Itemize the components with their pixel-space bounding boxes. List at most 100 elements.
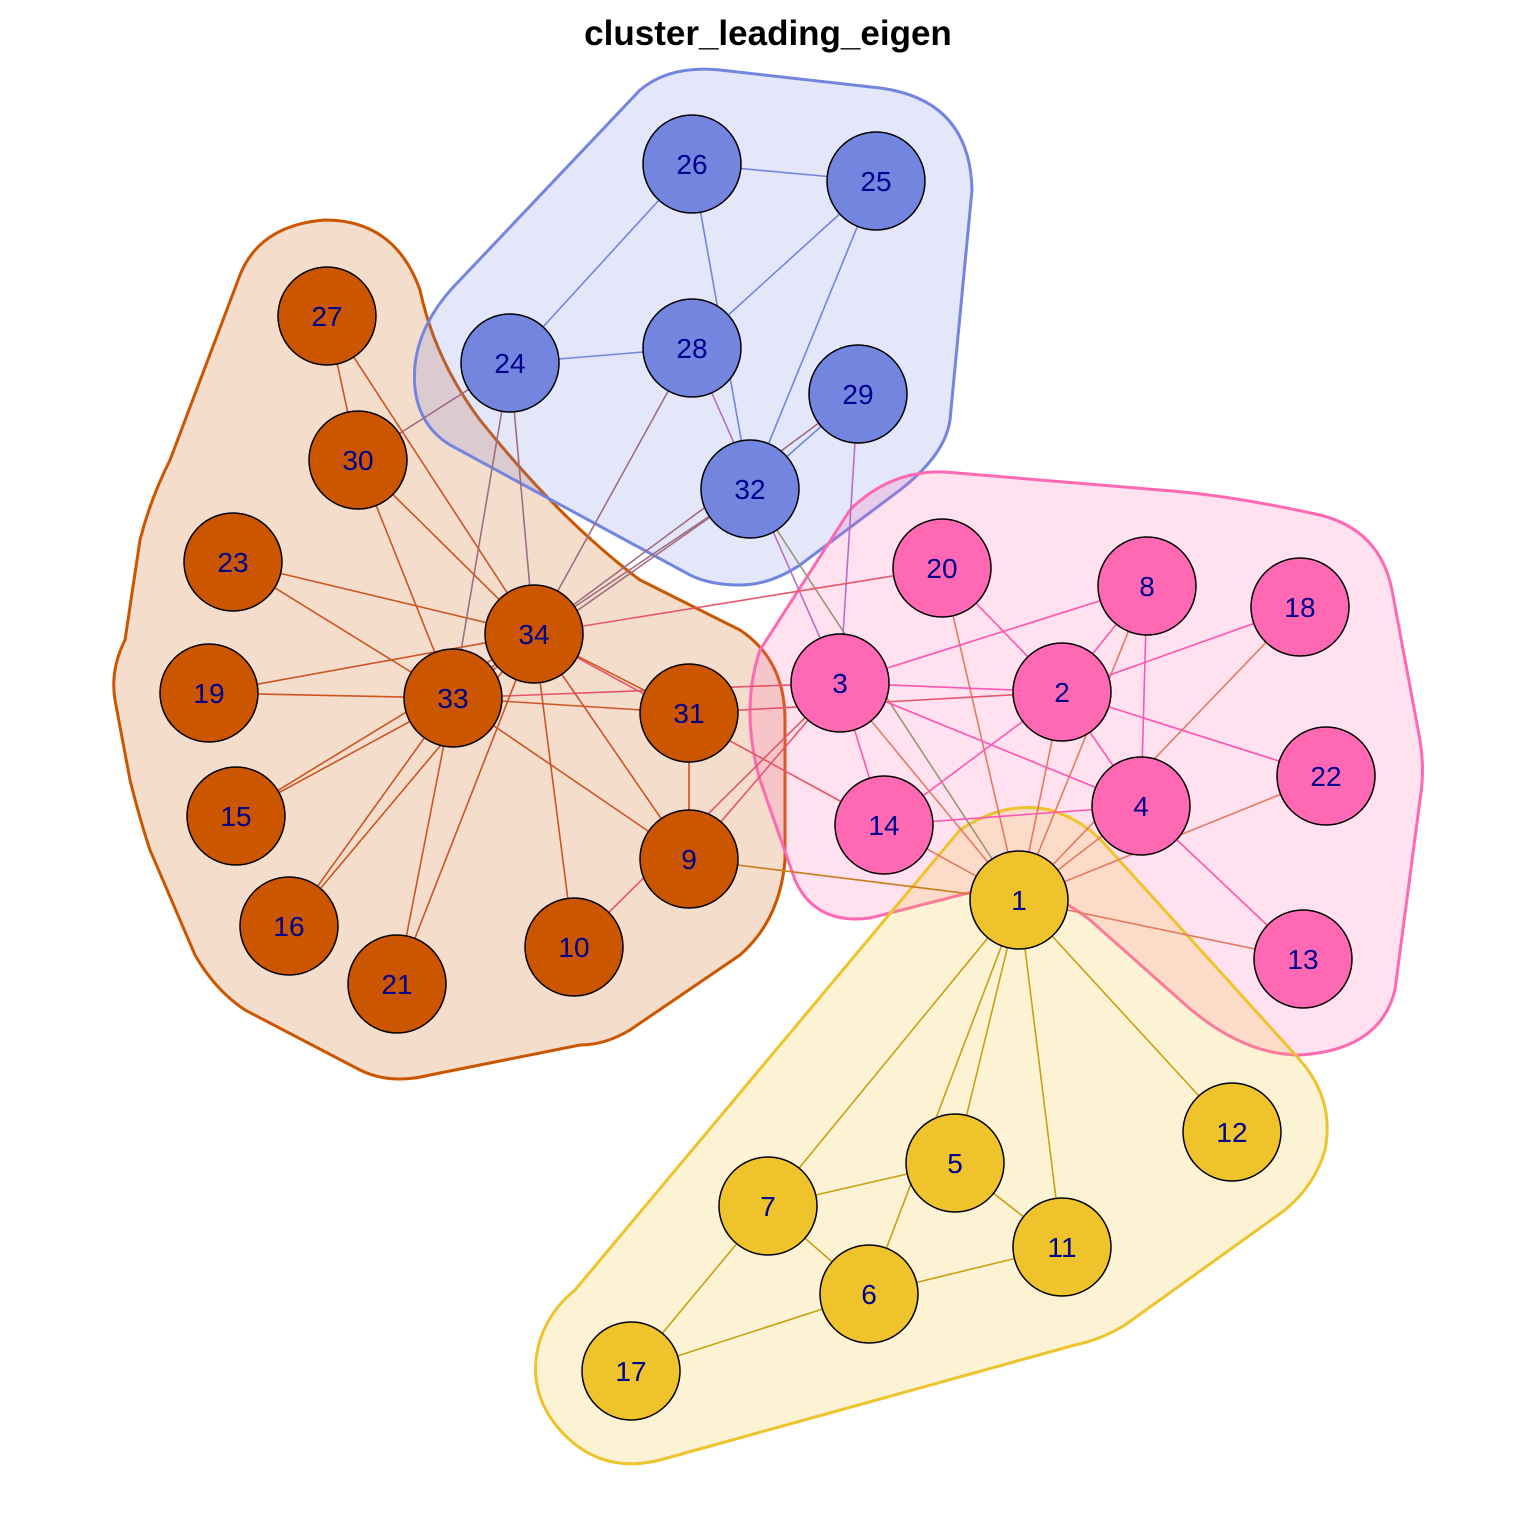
node-circle <box>969 850 1069 950</box>
node-circle <box>892 518 992 618</box>
edge-3-4 <box>839 682 1142 807</box>
node-circle <box>581 1321 681 1421</box>
node-circle <box>819 1244 919 1344</box>
node-21: 21 <box>347 934 447 1034</box>
node-18: 18 <box>1250 557 1350 657</box>
edge-1-11 <box>1018 899 1063 1248</box>
node-5: 5 <box>905 1113 1005 1213</box>
node-label: 4 <box>1133 791 1149 822</box>
edge-1-12 <box>1018 899 1233 1133</box>
node-label: 34 <box>518 619 549 650</box>
node-circle <box>639 663 739 763</box>
node-9: 9 <box>639 809 739 909</box>
edge-24-33 <box>452 362 511 699</box>
node-circle <box>159 643 259 743</box>
node-label: 13 <box>1287 944 1318 975</box>
node-label: 27 <box>311 301 342 332</box>
node-label: 23 <box>217 547 248 578</box>
node-circle <box>718 1156 818 1256</box>
node-2: 2 <box>1012 642 1112 742</box>
node-circle <box>1012 1197 1112 1297</box>
node-circle <box>639 809 739 909</box>
node-label: 33 <box>437 683 468 714</box>
node-label: 29 <box>842 379 873 410</box>
node-11: 11 <box>1012 1197 1112 1297</box>
node-label: 11 <box>1047 1232 1076 1263</box>
node-label: 30 <box>342 445 373 476</box>
node-label: 32 <box>734 474 765 505</box>
edge-10-34 <box>533 633 575 948</box>
edge-1-6 <box>868 899 1020 1295</box>
node-32: 32 <box>700 439 800 539</box>
edge-28-34 <box>533 347 693 635</box>
node-label: 5 <box>947 1148 963 1179</box>
node-3: 3 <box>790 633 890 733</box>
node-label: 2 <box>1054 677 1070 708</box>
node-circle <box>308 410 408 510</box>
edge-19-34 <box>208 633 535 694</box>
node-label: 20 <box>926 553 957 584</box>
node-circle <box>239 876 339 976</box>
node-label: 1 <box>1011 885 1027 916</box>
node-19: 19 <box>159 643 259 743</box>
node-29: 29 <box>808 344 908 444</box>
node-circle <box>1012 642 1112 742</box>
edge-27-34 <box>326 315 535 635</box>
edge-3-8 <box>839 585 1148 684</box>
node-label: 22 <box>1310 761 1341 792</box>
node-10: 10 <box>524 897 624 997</box>
node-12: 12 <box>1182 1082 1282 1182</box>
node-circle <box>808 344 908 444</box>
node-circle <box>1182 1082 1282 1182</box>
node-circle <box>826 131 926 231</box>
edge-1-9 <box>688 858 1020 901</box>
node-15: 15 <box>186 766 286 866</box>
node-label: 25 <box>860 166 891 197</box>
node-label: 18 <box>1284 592 1315 623</box>
node-23: 23 <box>183 512 283 612</box>
node-label: 15 <box>220 801 251 832</box>
node-circle <box>277 266 377 366</box>
node-circle <box>642 298 742 398</box>
node-26: 26 <box>642 114 742 214</box>
node-label: 17 <box>615 1356 646 1387</box>
node-circle <box>484 584 584 684</box>
node-22: 22 <box>1276 726 1376 826</box>
node-16: 16 <box>239 876 339 976</box>
node-1: 1 <box>969 850 1069 950</box>
node-label: 21 <box>381 969 412 1000</box>
node-circle <box>905 1113 1005 1213</box>
edge-1-8 <box>1018 585 1148 901</box>
node-31: 31 <box>639 663 739 763</box>
node-circle <box>700 439 800 539</box>
graph-nodes: 1234567891011121314151617181920212223242… <box>159 114 1376 1421</box>
node-label: 6 <box>861 1279 877 1310</box>
node-label: 12 <box>1216 1117 1247 1148</box>
node-label: 19 <box>193 678 224 709</box>
node-circle <box>183 512 283 612</box>
node-28: 28 <box>642 298 742 398</box>
node-30: 30 <box>308 410 408 510</box>
node-circle <box>186 766 286 866</box>
node-label: 24 <box>494 348 525 379</box>
node-label: 31 <box>673 698 704 729</box>
edge-1-18 <box>1018 606 1301 901</box>
node-34: 34 <box>484 584 584 684</box>
edge-21-34 <box>396 633 535 985</box>
node-circle <box>1097 536 1197 636</box>
node-24: 24 <box>460 313 560 413</box>
node-circle <box>834 775 934 875</box>
edge-29-34 <box>533 393 859 635</box>
node-circle <box>1276 726 1376 826</box>
node-label: 16 <box>273 911 304 942</box>
node-13: 13 <box>1253 909 1353 1009</box>
node-circle <box>1250 557 1350 657</box>
node-label: 9 <box>681 844 697 875</box>
node-circle <box>790 633 890 733</box>
node-circle <box>460 313 560 413</box>
node-7: 7 <box>718 1156 818 1256</box>
node-20: 20 <box>892 518 992 618</box>
node-label: 10 <box>558 932 589 963</box>
node-14: 14 <box>834 775 934 875</box>
